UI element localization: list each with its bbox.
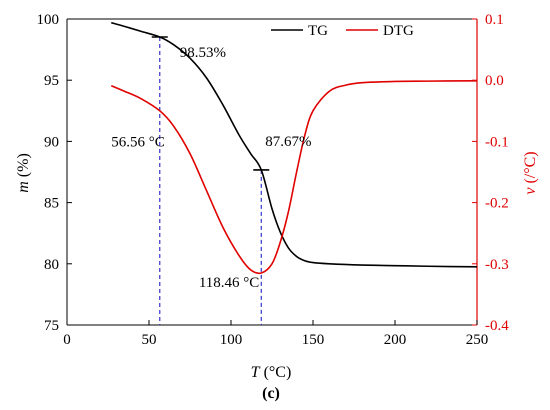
x-tick-label: 0 <box>63 332 71 348</box>
y-left-tick-label: 85 <box>44 196 59 212</box>
y-left-tick-label: 90 <box>44 134 59 150</box>
annotation-label: 87.67% <box>265 134 311 150</box>
legend: TG DTG <box>271 23 414 39</box>
y-left-tick-label: 75 <box>44 318 59 334</box>
series-layer <box>110 21 478 275</box>
y-right-tick-label: -0.1 <box>485 134 509 150</box>
annotation-label: 118.46 °C <box>199 275 259 291</box>
y-left-tick-label: 80 <box>44 257 59 273</box>
x-tick-label: 50 <box>142 332 157 348</box>
annotation-label: 98.53% <box>180 45 226 61</box>
x-tick-label: 100 <box>220 332 243 348</box>
y-left-tick-label: 100 <box>37 12 60 28</box>
x-tick-label: 150 <box>302 332 325 348</box>
annotation-label: 56.56 °C <box>111 134 165 150</box>
series-line-tg <box>111 21 478 268</box>
figure-caption: (c) <box>262 385 280 402</box>
x-axis-ticks: 0 50 100 150 200 250 <box>63 320 488 348</box>
vertical-markers <box>159 36 262 325</box>
y-left-axis-label: m (%) <box>15 153 32 193</box>
y-right-tick-label: 0.1 <box>485 12 504 28</box>
annotations: 98.53% 87.67% 56.56 °C 118.46 °C <box>111 45 311 291</box>
y-right-tick-label: 0.0 <box>485 73 504 89</box>
series-line-dtg <box>110 80 478 275</box>
legend-label-tg: TG <box>308 23 328 39</box>
y-right-tick-label: -0.4 <box>485 318 509 334</box>
y-right-tick-label: -0.3 <box>485 257 509 273</box>
legend-label-dtg: DTG <box>383 23 414 39</box>
x-tick-label: 250 <box>466 332 489 348</box>
plot-frame <box>66 18 478 326</box>
x-axis-label: T (°C) <box>251 364 292 381</box>
y-left-axis-ticks: 75 80 85 90 95 100 <box>37 12 72 334</box>
x-tick-label: 200 <box>384 332 407 348</box>
y-right-axis-ticks: -0.4 -0.3 -0.2 -0.1 0.0 0.1 <box>472 12 509 334</box>
y-right-axis-label: v (/°C) <box>522 151 539 194</box>
y-right-tick-label: -0.2 <box>485 196 509 212</box>
y-left-tick-label: 95 <box>44 73 59 89</box>
